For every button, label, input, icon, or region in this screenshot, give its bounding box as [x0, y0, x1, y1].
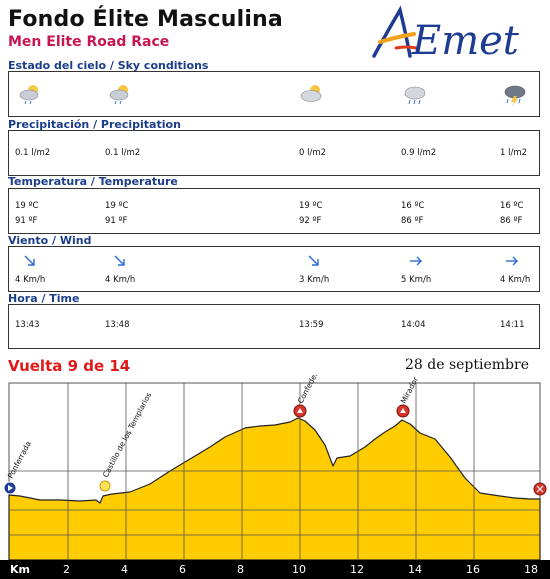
temperature-fahrenheit: 91 ºF: [15, 216, 38, 226]
wind-speed: 4 Km/h: [500, 275, 531, 285]
km-tick: 14: [408, 563, 422, 576]
arrow-southeast-icon: [308, 255, 319, 266]
time-value: 14:04: [401, 320, 426, 330]
finish-marker-icon: [533, 482, 547, 496]
time-value: 14:11: [500, 320, 525, 330]
precipitation-value: 0 l/m2: [299, 148, 327, 158]
cloud-sun-drizzle-icon: [109, 85, 129, 105]
km-tick: 18: [524, 563, 538, 576]
km-axis-label: Km: [10, 563, 30, 576]
elevation-area: [8, 417, 541, 560]
aemet-logo: Emet: [372, 5, 520, 62]
lap-indicator: Vuelta 9 de 14: [8, 357, 131, 375]
climb-marker-icon: [396, 404, 410, 418]
time-section-heading: Hora / Time: [8, 292, 80, 305]
time-value: 13:59: [299, 320, 324, 330]
km-tick: 10: [292, 563, 306, 576]
precipitation-value: 0.1 l/m2: [105, 148, 141, 158]
elevation-profile: Ponferrada Castillo de los Templarios Co…: [3, 375, 547, 560]
temperature-section-heading: Temperatura / Temperature: [8, 175, 178, 188]
precipitation-value: 0.9 l/m2: [401, 148, 437, 158]
arrow-southeast-icon: [114, 255, 125, 266]
km-tick: 8: [237, 563, 244, 576]
arrow-southeast-icon: [24, 255, 35, 266]
arrow-east-icon: [506, 256, 518, 266]
temperature-fahrenheit: 91 ºF: [105, 216, 128, 226]
cloud-storm-icon: [504, 85, 526, 106]
race-date: 28 de septiembre: [405, 357, 529, 373]
arrow-east-icon: [410, 256, 422, 266]
svg-text:Emet: Emet: [411, 18, 520, 62]
temperature-fahrenheit: 86 ºF: [500, 216, 523, 226]
km-axis: Km 2 4 6 8 10 12 14 16 18: [0, 560, 550, 579]
wind-speed: 3 Km/h: [299, 275, 330, 285]
temperature-fahrenheit: 86 ºF: [401, 216, 424, 226]
precipitation-value: 1 l/m2: [500, 148, 528, 158]
wind-row: 4 Km/h 4 Km/h 3 Km/h 5 Km/h 4 Km/h: [8, 246, 540, 292]
temperature-celsius: 16 ºC: [401, 201, 425, 211]
page-title: Fondo Élite Masculina: [8, 7, 283, 32]
km-tick: 16: [466, 563, 480, 576]
wind-speed: 5 Km/h: [401, 275, 432, 285]
temperature-celsius: 19 ºC: [15, 201, 39, 211]
km-tick: 6: [179, 563, 186, 576]
precipitation-row: 0.1 l/m2 0.1 l/m2 0 l/m2 0.9 l/m2 1 l/m2: [8, 130, 540, 176]
temperature-celsius: 19 ºC: [299, 201, 323, 211]
cloud-sun-drizzle-icon: [19, 85, 39, 105]
time-value: 13:48: [105, 320, 130, 330]
climb-marker-icon: [293, 404, 307, 418]
temperature-celsius: 16 ºC: [500, 201, 524, 211]
km-tick: 4: [121, 563, 128, 576]
temperature-fahrenheit: 92 ºF: [299, 216, 322, 226]
page-subtitle: Men Elite Road Race: [8, 34, 170, 50]
precipitation-value: 0.1 l/m2: [15, 148, 51, 158]
cloud-rain-icon: [404, 86, 426, 105]
precipitation-section-heading: Precipitación / Precipitation: [8, 118, 181, 131]
profile-gridlines: [9, 383, 540, 560]
temperature-row: 19 ºC 91 ºF 19 ºC 91 ºF 19 ºC 92 ºF 16 º…: [8, 188, 540, 234]
time-value: 13:43: [15, 320, 40, 330]
sky-row: [8, 71, 540, 117]
start-marker-icon: [3, 481, 17, 495]
km-tick: 12: [350, 563, 364, 576]
sky-section-heading: Estado del cielo / Sky conditions: [8, 59, 209, 72]
wind-section-heading: Viento / Wind: [8, 234, 92, 247]
wind-speed: 4 Km/h: [15, 275, 46, 285]
sprint-marker-icon: [99, 480, 111, 492]
time-row: 13:43 13:48 13:59 14:04 14:11: [8, 304, 540, 349]
wind-speed: 4 Km/h: [105, 275, 136, 285]
cloud-sun-icon: [300, 85, 322, 102]
temperature-celsius: 19 ºC: [105, 201, 129, 211]
km-tick: 2: [63, 563, 70, 576]
